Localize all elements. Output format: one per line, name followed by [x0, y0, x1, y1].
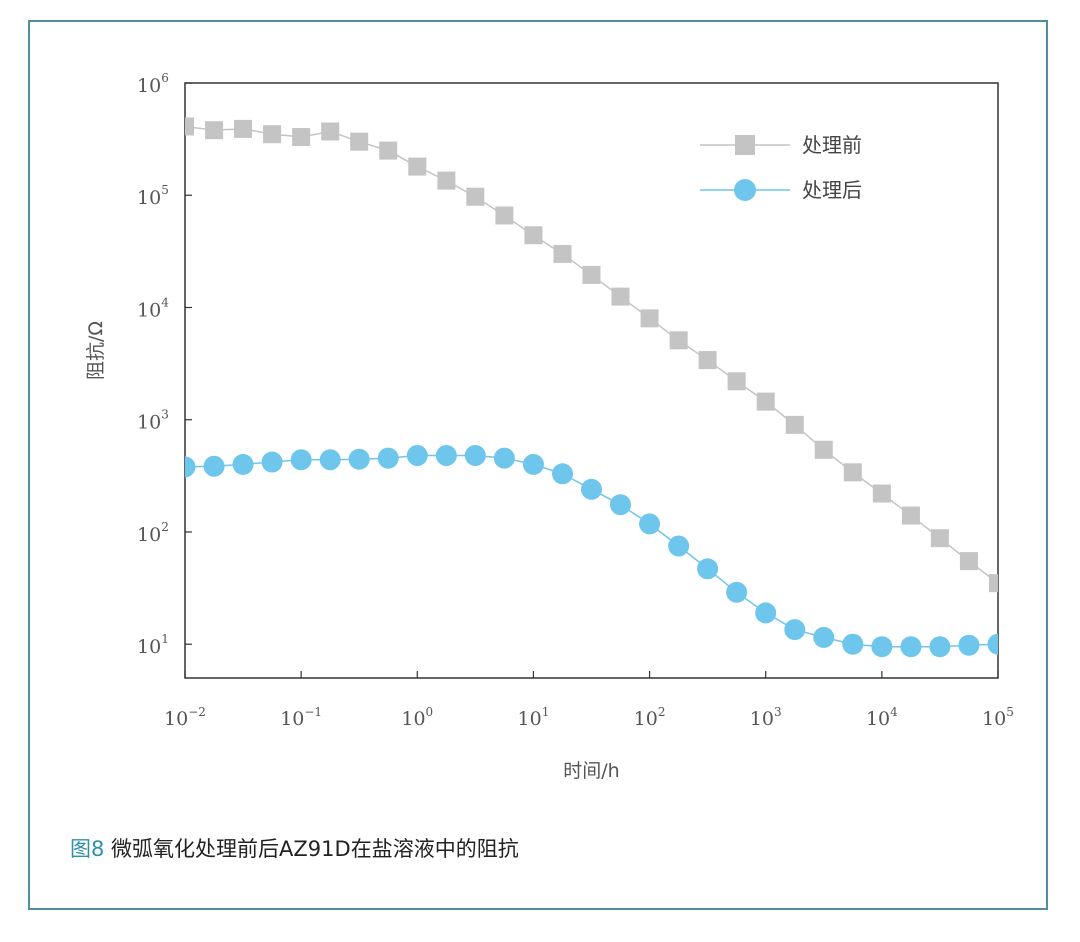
data-point-circle [435, 445, 457, 467]
series-group [185, 117, 1038, 658]
data-point-square [553, 244, 572, 263]
data-point-square [1018, 597, 1036, 615]
data-point-square [582, 265, 601, 284]
x-tick-label: 101 [518, 705, 550, 730]
x-tick-label: 104 [866, 705, 898, 730]
y-tick-label: 101 [137, 632, 169, 658]
data-point-square [408, 157, 427, 176]
data-point-square [698, 351, 717, 370]
data-point-circle [755, 602, 777, 624]
data-point-square [901, 506, 920, 525]
legend-label-2: 处理后 [802, 178, 862, 202]
data-point-square [872, 484, 891, 503]
x-axis-label: 时间/h [563, 760, 619, 782]
data-point-square [292, 128, 311, 147]
data-point-square [495, 206, 514, 225]
data-point-circle [958, 634, 980, 656]
data-point-square [263, 125, 282, 144]
data-point-circle [185, 456, 196, 478]
data-point-circle [668, 535, 690, 557]
data-point-circle [697, 558, 719, 580]
data-point-circle [552, 463, 574, 485]
data-point-circle [261, 451, 283, 473]
data-point-square [959, 552, 978, 571]
data-point-circle [290, 449, 312, 471]
y-tick-label: 106 [137, 71, 169, 97]
data-point-circle [377, 447, 399, 469]
data-point-circle [726, 581, 748, 603]
figure-frame [28, 20, 1048, 910]
y-tick-label: 105 [137, 183, 169, 209]
data-point-square [930, 529, 949, 548]
y-tick-label: 104 [137, 295, 169, 321]
data-point-circle [639, 513, 661, 535]
data-point-square [234, 119, 253, 138]
data-point-square [350, 132, 369, 151]
data-point-circle [348, 448, 370, 470]
data-point-square [756, 392, 775, 411]
x-tick-label: 10−2 [164, 705, 206, 730]
data-point-square [466, 187, 485, 206]
data-point-circle [493, 447, 515, 469]
plot-area-border [184, 82, 999, 679]
data-point-square [185, 117, 194, 136]
data-point-square [437, 171, 456, 190]
data-point-square [379, 141, 398, 160]
figure-caption: 图8 微弧氧化处理前后AZ91D在盐溶液中的阻抗 [70, 833, 519, 863]
legend-label-1: 处理前 [802, 133, 862, 157]
data-point-circle [580, 478, 602, 500]
legend-marker-square [735, 135, 755, 155]
data-point-square [205, 121, 224, 140]
data-point-square [669, 331, 688, 350]
data-point-square [989, 574, 998, 593]
data-point-square [785, 415, 804, 434]
data-point-square [727, 372, 746, 391]
data-point-circle [319, 449, 341, 471]
x-tick-label: 103 [750, 705, 782, 730]
x-tick-label: 10−1 [280, 705, 322, 730]
data-point-square [321, 122, 340, 141]
figure-label: 图8 [70, 837, 105, 861]
data-point-circle [1017, 629, 1038, 650]
legend-marker-circle [734, 179, 756, 201]
data-point-circle [871, 636, 893, 658]
y-tick-label: 102 [137, 520, 169, 546]
data-point-circle [610, 494, 632, 516]
data-point-circle [900, 636, 922, 658]
y-axis-label: 阻抗/Ω [85, 321, 107, 380]
data-point-square [843, 463, 862, 482]
data-point-circle [203, 455, 225, 477]
x-tick-label: 105 [982, 705, 1014, 730]
data-point-circle [813, 626, 835, 648]
data-point-square [611, 287, 630, 306]
data-point-circle [464, 445, 486, 467]
data-point-circle [987, 633, 998, 655]
data-point-circle [522, 453, 544, 475]
x-tick-label: 102 [634, 705, 666, 730]
data-point-circle [406, 445, 428, 467]
x-tick-label: 100 [401, 705, 433, 730]
series-line-1 [185, 125, 998, 585]
data-point-circle [842, 633, 864, 655]
data-point-square [524, 226, 543, 245]
series-line-2 [185, 454, 998, 648]
data-point-circle [929, 636, 951, 658]
caption-text: 微弧氧化处理前后AZ91D在盐溶液中的阻抗 [104, 837, 519, 861]
data-point-circle [232, 453, 254, 475]
y-tick-label: 103 [137, 408, 169, 434]
data-point-square [814, 440, 833, 459]
data-point-circle [784, 619, 806, 641]
data-point-square [640, 309, 659, 328]
